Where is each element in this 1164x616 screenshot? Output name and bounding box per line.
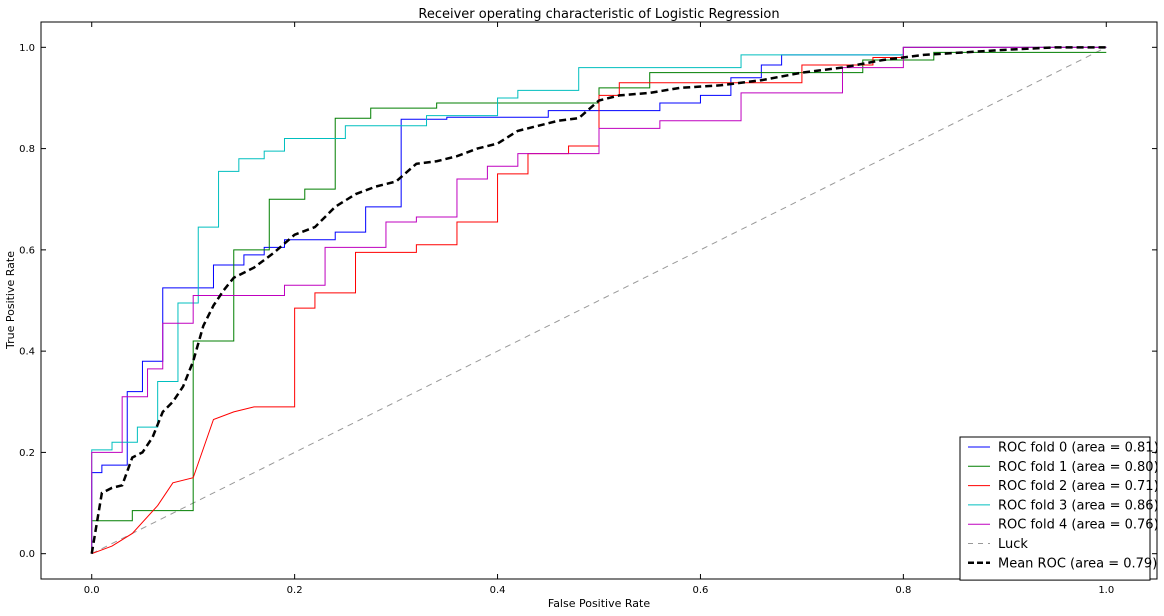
x-axis-ticks: 0.0 0.2 0.4 0.6 0.8 1.0	[84, 22, 1114, 596]
x-tick-label: 0.2	[287, 585, 303, 596]
series-line-2	[91, 46, 1107, 555]
y-axis-label: True Positive Rate	[4, 251, 17, 350]
y-tick-label: 1.0	[19, 43, 35, 54]
x-tick-label: 0.8	[895, 585, 911, 596]
x-axis-label: False Positive Rate	[548, 597, 650, 610]
legend-label-4: ROC fold 4 (area = 0.76)	[998, 518, 1159, 533]
x-tick-label: 0.0	[84, 585, 100, 596]
y-tick-label: 0.2	[19, 448, 35, 459]
series-line-5	[91, 46, 1107, 555]
series-line-4	[91, 46, 1107, 554]
legend-label-6: Mean ROC (area = 0.79)	[998, 556, 1157, 571]
x-tick-label: 0.6	[693, 585, 709, 596]
plot-frame	[40, 21, 1158, 580]
series-layer	[90, 46, 1107, 555]
chart-title: Receiver operating characteristic of Log…	[418, 7, 779, 22]
x-tick-label: 0.4	[490, 585, 506, 596]
series-line-1	[91, 51, 1107, 554]
legend-label-1: ROC fold 1 (area = 0.80)	[998, 460, 1159, 475]
legend: ROC fold 0 (area = 0.81) ROC fold 1 (area…	[959, 436, 1159, 581]
legend-label-3: ROC fold 3 (area = 0.86)	[998, 498, 1159, 513]
legend-box	[959, 436, 1151, 581]
legend-label-5: Luck	[998, 537, 1028, 552]
y-tick-label: 0.8	[19, 144, 35, 155]
y-tick-label: 0.6	[19, 245, 35, 256]
x-tick-label: 1.0	[1098, 585, 1114, 596]
series-line-0	[91, 46, 1107, 554]
y-tick-label: 0.4	[19, 347, 35, 358]
legend-label-0: ROC fold 0 (area = 0.81)	[998, 441, 1159, 456]
y-tick-label: 0.0	[19, 549, 35, 560]
legend-label-2: ROC fold 2 (area = 0.71)	[998, 479, 1159, 494]
y-axis-ticks: 0.0 0.2 0.4 0.6 0.8 1.0	[19, 43, 1157, 560]
series-line-6	[90, 46, 1107, 554]
series-line-3	[91, 46, 1107, 554]
